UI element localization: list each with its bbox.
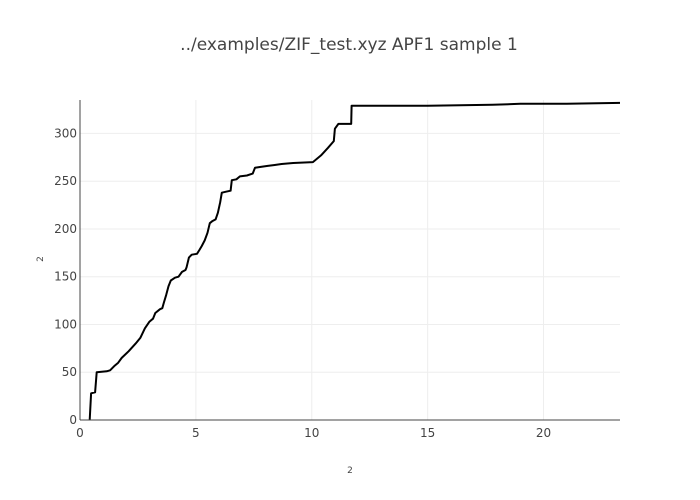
- series-layer: [88, 101, 621, 421]
- x-tick-label: 15: [420, 426, 435, 440]
- y-axis-label: 2: [36, 256, 46, 262]
- x-tick-label: 10: [304, 426, 319, 440]
- y-tick-label: 300: [54, 126, 77, 140]
- series-line: [88, 101, 621, 421]
- x-axis-label: 2: [347, 466, 353, 476]
- y-tick-label: 50: [62, 365, 77, 379]
- chart-title: ../examples/ZIF_test.xyz APF1 sample 1: [180, 35, 518, 55]
- y-tick-label: 200: [54, 222, 77, 236]
- x-tick-labels: 0 5 10 15 20: [76, 426, 551, 440]
- y-tick-labels: 0 50 100 150 200 250 300: [54, 126, 77, 427]
- grid-lines: [80, 100, 620, 420]
- y-tick-label: 100: [54, 317, 77, 331]
- x-tick-label: 0: [76, 426, 84, 440]
- x-tick-label: 5: [192, 426, 200, 440]
- axes: [79, 100, 620, 421]
- y-tick-label: 0: [69, 413, 77, 427]
- y-tick-label: 250: [54, 174, 77, 188]
- y-tick-label: 150: [54, 270, 77, 284]
- x-tick-label: 20: [536, 426, 551, 440]
